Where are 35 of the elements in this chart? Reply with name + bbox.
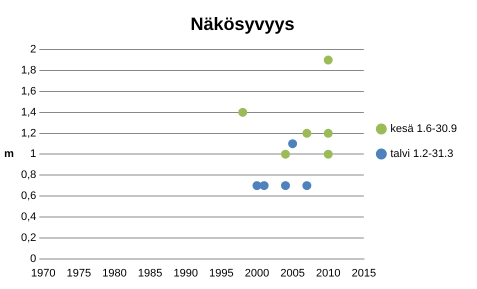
x-tick-label: 1995: [209, 267, 234, 280]
point: [324, 56, 333, 65]
y-tick-label: 1,2: [20, 127, 36, 140]
y-tick-label: 0,6: [20, 190, 36, 202]
point: [302, 181, 312, 190]
point: [260, 181, 269, 190]
y-tick-label: 1,6: [20, 85, 36, 98]
x-tick-label: 1990: [174, 267, 198, 280]
y-tick-label: 1: [30, 148, 36, 160]
x-tick-label: 1985: [138, 267, 162, 280]
point: [302, 128, 312, 138]
point: [324, 150, 333, 159]
y-axis-title: m: [4, 148, 14, 160]
point: [280, 181, 290, 190]
y-tick-label: 1,4: [20, 106, 36, 118]
point: [280, 150, 290, 159]
y-tick-label: 0,2: [20, 232, 36, 244]
y-tick-label: 0,8: [20, 169, 36, 182]
legend-label: kesä 1.6-30.9: [390, 123, 457, 136]
x-tick-label: 2015: [352, 267, 376, 280]
x-tick-label: 2005: [280, 267, 305, 280]
x-tick-label: 1980: [102, 267, 127, 280]
x-tick-label: 1970: [31, 267, 56, 280]
chart-title: Näkösyvyys: [190, 14, 295, 34]
point: [324, 128, 333, 138]
x-tick-label: 2010: [316, 267, 340, 280]
y-tick-label: 2: [30, 44, 36, 56]
x-tick-label: 2000: [244, 267, 270, 280]
point: [238, 108, 248, 117]
point: [288, 139, 298, 148]
y-tick-label: 0,4: [20, 210, 36, 223]
x-tick-label: 1975: [66, 267, 92, 280]
legend-label: talvi 1.2-31.3: [390, 148, 454, 160]
y-tick-label: 0: [30, 252, 36, 265]
y-tick-label: 1,8: [20, 64, 36, 77]
